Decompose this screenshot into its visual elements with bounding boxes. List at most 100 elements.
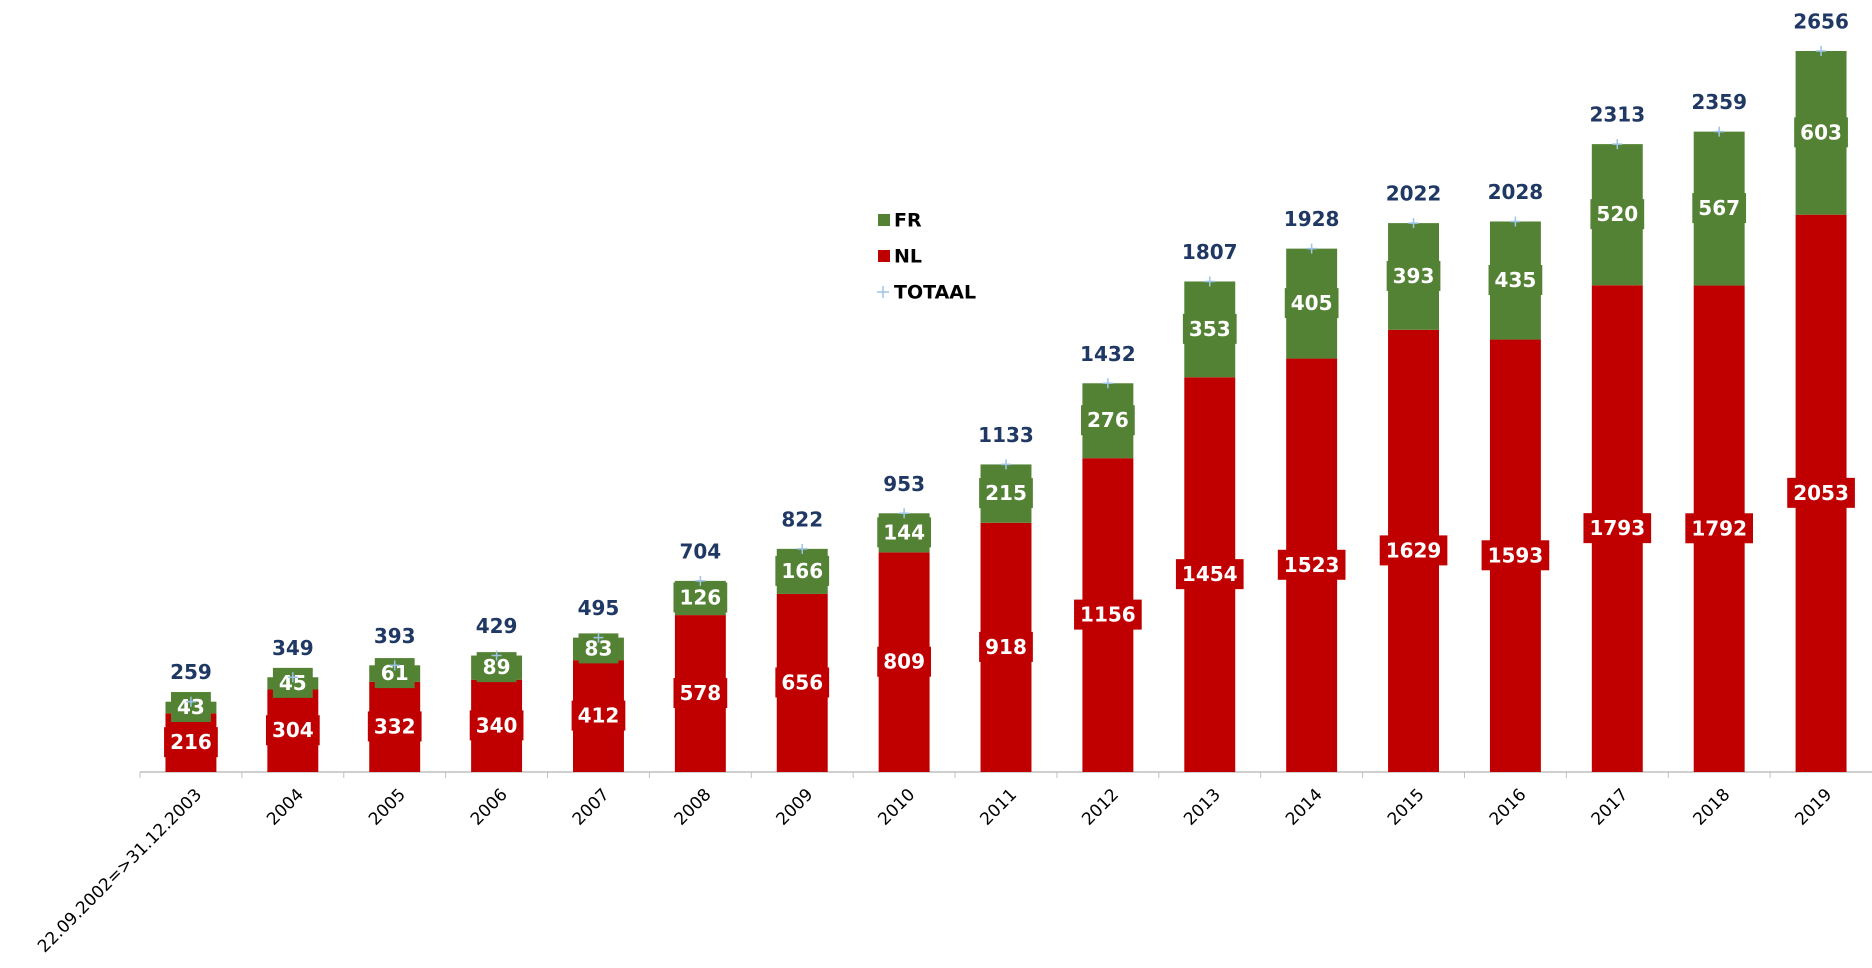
value-label-box (979, 631, 1033, 662)
x-tick-label: 2018 (1690, 785, 1735, 830)
x-tick-label: 2019 (1791, 785, 1836, 830)
total-marker (1204, 276, 1215, 287)
total-label: 2313 (1589, 103, 1645, 127)
value-label: 332 (374, 714, 416, 738)
value-label: 393 (1393, 264, 1435, 288)
value-label-box (1488, 265, 1543, 296)
value-label-box (1794, 117, 1848, 148)
total-label: 1133 (978, 423, 1034, 447)
value-label: 1156 (1080, 603, 1136, 627)
legend-swatch (878, 250, 890, 262)
total-label: 495 (578, 596, 620, 620)
value-label: 1593 (1488, 543, 1544, 567)
total-marker (1714, 126, 1725, 137)
x-tick-label: 2017 (1588, 785, 1633, 830)
value-label: 656 (781, 670, 823, 694)
total-marker (695, 575, 706, 586)
value-label-box (775, 555, 830, 586)
value-label: 2053 (1793, 481, 1849, 505)
value-label-box (571, 700, 626, 731)
x-tick-label: 2009 (773, 785, 818, 830)
value-label: 918 (985, 635, 1027, 659)
total-marker (287, 672, 298, 683)
total-label: 1928 (1284, 207, 1340, 231)
value-label-box (1081, 405, 1135, 436)
total-label: 429 (476, 614, 518, 638)
x-tick-label: 2006 (467, 785, 512, 830)
value-label: 1793 (1589, 516, 1645, 540)
total-label: 1807 (1182, 240, 1238, 264)
value-label-box (1284, 288, 1339, 319)
x-tick-label: 2013 (1180, 785, 1225, 830)
value-label: 603 (1800, 120, 1842, 144)
value-label: 144 (883, 520, 925, 544)
total-marker (185, 696, 196, 707)
value-label-box (265, 715, 320, 746)
total-label: 822 (781, 507, 823, 531)
total-label: 349 (272, 636, 314, 660)
value-label: 126 (679, 585, 721, 609)
total-label: 2656 (1793, 10, 1849, 34)
value-label-box (1685, 513, 1754, 544)
value-label: 304 (272, 718, 314, 742)
total-label: 704 (679, 539, 721, 563)
value-label: 412 (578, 704, 620, 728)
legend-marker (877, 286, 889, 298)
value-label-box (673, 678, 728, 709)
value-label: 215 (985, 481, 1027, 505)
total-label: 259 (170, 660, 212, 684)
x-tick-label: 2004 (263, 785, 308, 830)
legend-label: NL (894, 246, 922, 268)
value-label: 1454 (1182, 562, 1238, 586)
total-marker (491, 650, 502, 661)
value-label-box (469, 710, 524, 741)
total-label: 953 (883, 472, 925, 496)
total-label: 2028 (1488, 180, 1544, 204)
value-label-box (877, 517, 931, 548)
total-marker (593, 632, 604, 643)
value-label-box (979, 478, 1033, 509)
total-marker (1510, 216, 1521, 227)
value-label-box (1175, 559, 1244, 590)
value-label-box (164, 727, 218, 758)
x-tick-label: 2010 (874, 785, 919, 830)
value-label: 166 (781, 559, 823, 583)
value-label: 216 (170, 730, 212, 754)
x-tick-label: 2012 (1078, 785, 1123, 830)
value-label: 1629 (1386, 538, 1442, 562)
value-label: 520 (1596, 202, 1638, 226)
legend-swatch (878, 214, 890, 226)
total-marker (899, 508, 910, 519)
total-marker (1001, 459, 1011, 470)
value-label-box (1074, 599, 1142, 630)
x-tick-label: 2015 (1384, 785, 1429, 830)
value-label: 567 (1698, 196, 1740, 220)
value-label-box (1590, 199, 1645, 230)
total-marker (1816, 46, 1827, 56)
value-label-box (1481, 540, 1550, 571)
value-label-box (1182, 313, 1237, 344)
x-tick-label: 2014 (1282, 785, 1327, 830)
x-tick-label: 2016 (1486, 785, 1531, 830)
value-label-box (775, 667, 830, 698)
value-label-box (1379, 535, 1448, 566)
total-marker (389, 660, 400, 671)
legend-label: FR (894, 210, 922, 232)
value-label-box (367, 711, 422, 742)
value-label-box (1583, 513, 1652, 544)
x-tick-label: 2007 (569, 785, 614, 830)
value-label-box (1277, 549, 1346, 580)
total-marker (1408, 218, 1419, 229)
total-label: 2022 (1386, 182, 1442, 206)
value-label-box (1692, 193, 1747, 224)
value-label-box (673, 582, 728, 613)
total-marker (1612, 139, 1623, 150)
x-tick-label: 2008 (671, 785, 716, 830)
total-marker (1306, 243, 1317, 254)
total-label: 393 (374, 624, 416, 648)
value-label: 578 (679, 681, 721, 705)
x-tick-label: 22.09.2002=>31.12.2003 (34, 785, 206, 957)
value-label-box (1386, 260, 1441, 291)
value-label: 1792 (1691, 516, 1747, 540)
value-label-box (1787, 477, 1855, 508)
